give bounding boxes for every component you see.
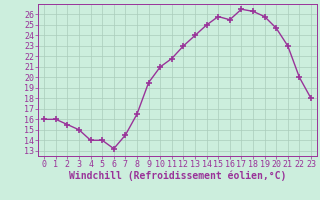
X-axis label: Windchill (Refroidissement éolien,°C): Windchill (Refroidissement éolien,°C) [69,171,286,181]
